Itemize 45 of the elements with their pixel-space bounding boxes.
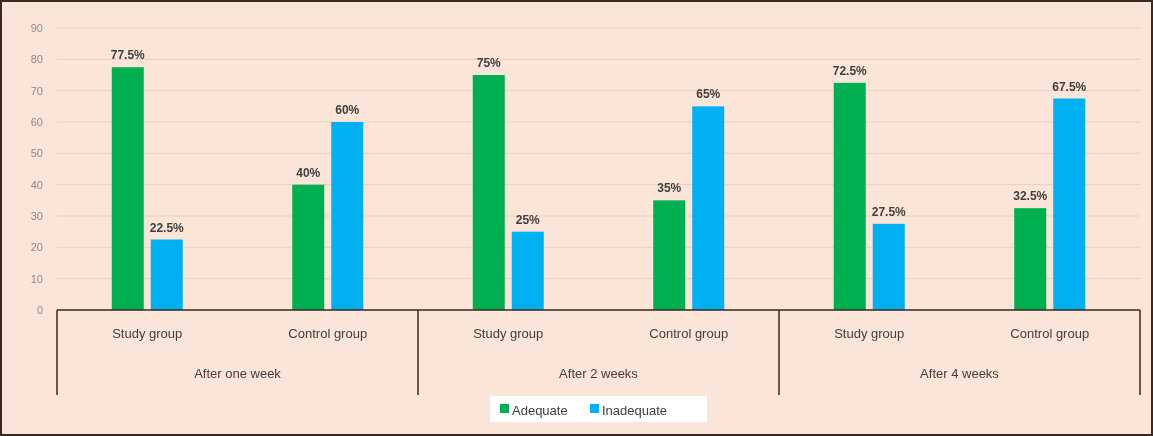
- y-tick-label: 40: [30, 178, 43, 191]
- bar: [1014, 208, 1047, 310]
- data-label: 35%: [657, 181, 682, 196]
- text: After one week: [194, 366, 282, 381]
- y-tick-label: 0: [36, 303, 43, 316]
- bar: [511, 231, 544, 310]
- data-label: 25%: [515, 212, 541, 227]
- data-label: 27.5%: [871, 204, 907, 219]
- y-tick-label: 90: [30, 21, 43, 34]
- data-label: 67.5%: [1052, 79, 1087, 94]
- data-label: 60%: [335, 103, 360, 117]
- data-label: 65%: [696, 87, 721, 102]
- bar: [872, 223, 905, 310]
- data-label: 77.5%: [110, 48, 146, 63]
- legend-label: Adequate: [512, 402, 568, 418]
- legend-label: Inadequate: [602, 402, 668, 418]
- bar: [331, 122, 364, 310]
- x-tick-label: Control group: [288, 326, 368, 341]
- x-tick-label: Control group: [1010, 326, 1090, 341]
- bar: [653, 200, 686, 310]
- data-label: 72.5%: [832, 63, 868, 78]
- y-tick-label: 20: [30, 241, 43, 254]
- y-tick-label: 50: [30, 147, 43, 160]
- text: After 4 weeks: [920, 366, 1000, 381]
- data-label: 75%: [476, 56, 502, 70]
- y-tick-label: 80: [30, 53, 43, 66]
- bar: [833, 82, 866, 310]
- x-tick-label: Study group: [473, 326, 544, 341]
- text: After 2 weeks: [559, 366, 639, 381]
- data-label: 32.5%: [1013, 189, 1048, 204]
- y-tick-label: 70: [30, 84, 43, 97]
- data-label: 22.5%: [149, 220, 185, 235]
- bar: [472, 75, 505, 310]
- x-tick-label: Control group: [649, 326, 729, 341]
- bar: [111, 67, 144, 310]
- bar: [292, 184, 325, 310]
- y-tick-label: 30: [30, 209, 43, 222]
- bar: [1053, 98, 1086, 310]
- x-tick-label: Study group: [834, 326, 905, 341]
- y-tick-label: 10: [30, 272, 43, 285]
- data-label: 40%: [296, 165, 321, 180]
- bar: [692, 106, 725, 310]
- bar: [150, 239, 183, 310]
- x-tick-label: Study group: [112, 326, 183, 341]
- y-tick-label: 60: [30, 115, 43, 128]
